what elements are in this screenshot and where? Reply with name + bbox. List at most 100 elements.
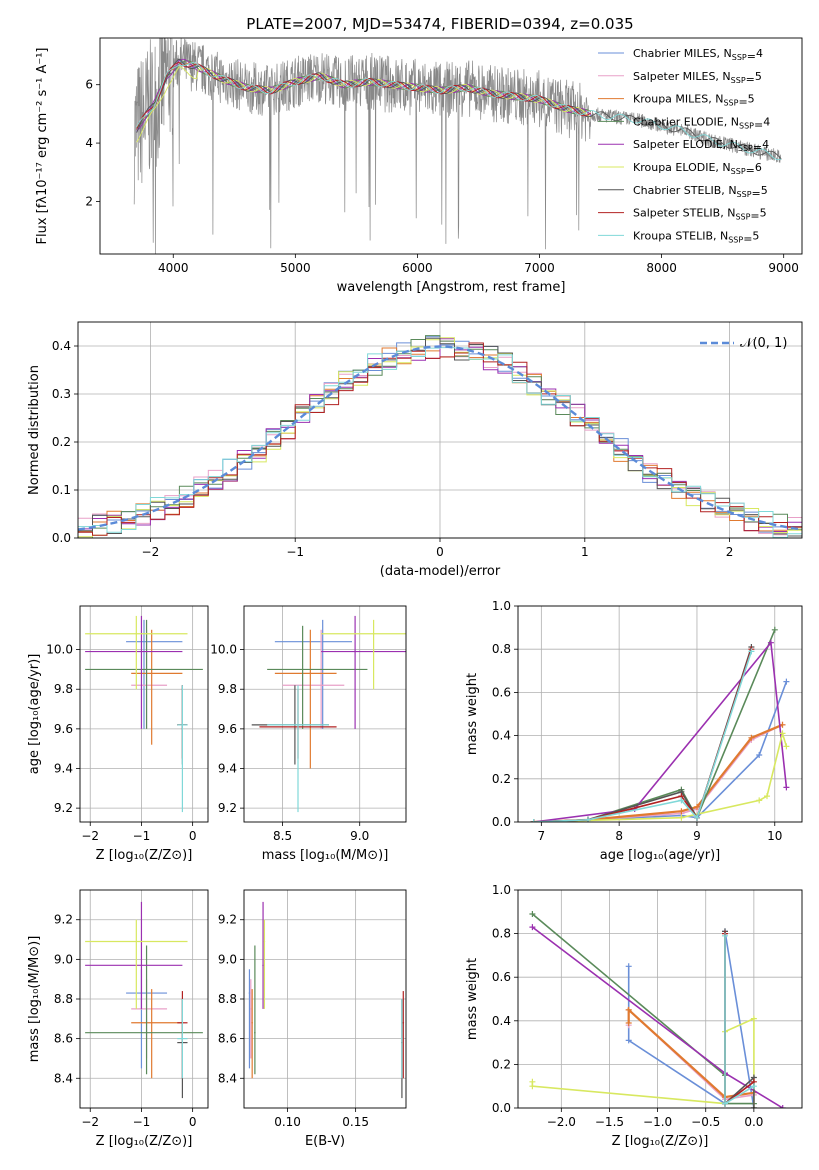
spectrum-frame (99, 37, 803, 255)
x-tick-label: 4000 (158, 261, 189, 275)
data-point (150, 1021, 153, 1024)
x-tick-label: 2 (726, 545, 734, 559)
z_age-plot-area (85, 615, 203, 813)
legend-nssp: 4 (762, 138, 769, 151)
data-point (181, 1037, 184, 1040)
data-point (320, 684, 322, 687)
x-axis-label: (data-model)/error (380, 564, 501, 579)
weight-marker (750, 1105, 757, 1108)
weight-series-line (531, 913, 754, 1105)
x-tick-label: −1.5 (595, 1115, 624, 1129)
x-tick-label: −2 (142, 545, 160, 559)
y-tick-label: 1.0 (492, 599, 511, 613)
ebv_mass-panel: 0.10 0.15 8.4 8.6 8.8 9.0 9.2 E(B-V) (218, 889, 407, 1149)
y-tick-label: 0.4 (492, 729, 511, 743)
x-tick-label: 8000 (646, 261, 677, 275)
legend-equals: = (747, 50, 756, 63)
y-tick-label: 9.8 (218, 682, 237, 696)
y-tick-label: 9.2 (54, 801, 73, 815)
y-tick-label: 0.2 (492, 772, 511, 786)
spectrum-plot-area (133, 38, 782, 254)
legend-entry: 𝒩(0, 1) (740, 336, 787, 351)
z_weight-plot-area (529, 911, 786, 1108)
x-tick-label: 0.0 (744, 1115, 763, 1129)
legend-model-name: Kroupa MILES, (633, 93, 715, 106)
legend-nssp: 5 (755, 70, 762, 83)
histogram-step (78, 347, 802, 538)
legend-model-name: Salpeter ELODIE, (633, 138, 730, 151)
legend-n: N (728, 184, 736, 197)
weight-marker (756, 752, 763, 758)
legend-entry: Salpeter STELIB, NSSP=5 (633, 207, 767, 223)
spectrum-model-line (136, 60, 592, 129)
y-tick-label: 0.3 (52, 387, 71, 401)
data-point (301, 668, 304, 671)
y-tick-label: 0.4 (492, 1014, 511, 1028)
weight-marker (529, 924, 536, 931)
x-axis-label: wavelength [Angstrom, rest frame] (337, 280, 566, 295)
z_weight-grid (518, 889, 802, 1109)
x-axis-label: Z [log₁₀(Z/Z⊙)] (612, 1134, 709, 1149)
y-axis-label: mass weight (465, 958, 480, 1040)
y-tick-label: 1.0 (492, 883, 511, 897)
weight-marker (694, 803, 700, 810)
legend-subscript: SSP (732, 53, 747, 62)
weight-marker (529, 1083, 536, 1090)
y-axis-label: age [log₁₀(age/yr)] (27, 654, 42, 775)
data-point (248, 992, 251, 994)
figure-title: PLATE=2007, MJD=53474, FIBERID=0394, z=0… (246, 15, 633, 33)
legend-entry: Salpeter MILES, NSSP=5 (633, 70, 762, 86)
mass_age-frame (243, 605, 407, 823)
data-point (135, 940, 138, 943)
data-point (309, 672, 312, 675)
weight-marker (748, 648, 755, 655)
x-tick-label: 6000 (402, 261, 433, 275)
legend-model-name: Chabrier ELODIE, (633, 115, 731, 128)
data-point (150, 672, 153, 675)
weight-marker (625, 1020, 632, 1026)
y-tick-label: 0.2 (492, 1057, 511, 1071)
legend-nssp: 5 (748, 93, 755, 106)
data-point (402, 1021, 405, 1024)
legend-model-name: Kroupa ELODIE, (633, 161, 722, 174)
y-tick-label: 0.0 (52, 531, 71, 545)
y-tick-label: 8.8 (218, 992, 237, 1006)
legend-n: N (731, 115, 739, 128)
ebv_mass-plot-area (248, 901, 405, 1099)
weight-marker (783, 784, 790, 791)
normal-curve (78, 345, 802, 531)
y-axis-label: mass weight (465, 673, 480, 755)
spectrum-model-line (136, 66, 592, 143)
age_weight-frame (517, 605, 803, 823)
y-tick-label: 8.8 (54, 992, 73, 1006)
y-tick-label: 9.0 (218, 952, 237, 966)
x-tick-label: 10 (767, 829, 782, 843)
weight-marker (750, 1015, 757, 1022)
histogram-step (78, 338, 802, 532)
z_weight-frame (517, 889, 803, 1109)
data-point (143, 640, 145, 643)
y-tick-label: 0.8 (492, 927, 511, 941)
data-point (145, 668, 148, 671)
data-point (401, 1037, 403, 1040)
weight-marker (756, 797, 763, 804)
weight-marker (722, 932, 728, 939)
x-tick-label: 9.0 (350, 829, 369, 843)
weight-marker (783, 743, 790, 750)
legend-nssp: 4 (763, 115, 770, 128)
y-tick-label: 8.6 (54, 1032, 73, 1046)
ebv_mass-frame (243, 889, 407, 1109)
weight-series-line (533, 640, 788, 822)
spectrum-model-line (136, 61, 592, 130)
data-point (140, 650, 143, 653)
y-axis-label: mass [log₁₀(M/M⊙)] (27, 936, 42, 1063)
weight-series-line (533, 724, 783, 822)
legend-n: N (730, 138, 738, 151)
x-tick-label: −2 (81, 829, 99, 843)
x-tick-label: 7000 (524, 261, 555, 275)
data-point (354, 650, 356, 653)
legend-entry: Chabrier STELIB, NSSP=5 (633, 184, 768, 200)
histogram-step (78, 342, 802, 536)
